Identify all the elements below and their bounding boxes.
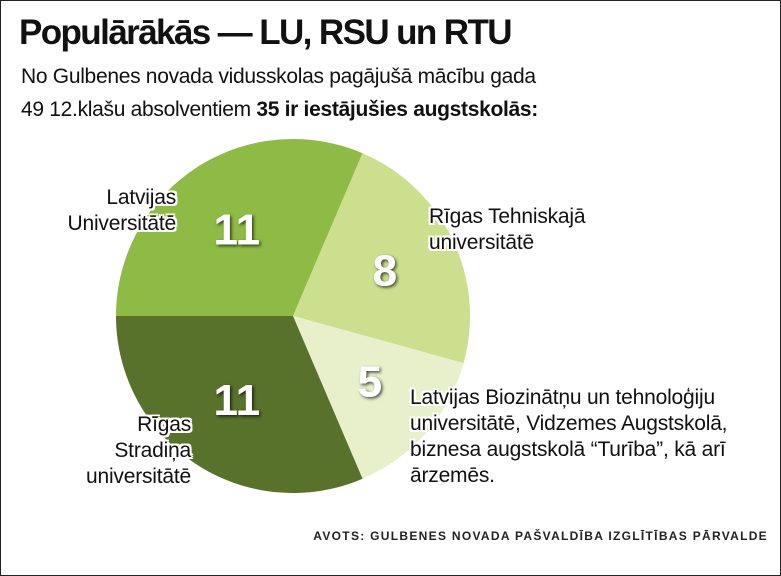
value-label: 8 (373, 246, 397, 295)
pie-slice (293, 316, 464, 479)
source: AVOTS: GULBENES NOVADA PAŠVALDĪBA IZGLĪT… (313, 529, 768, 543)
pie-slice (116, 139, 363, 316)
chart-title: Populārākās — LU, RSU un RTU (19, 13, 513, 52)
subtitle: No Gulbenes novada vidusskolas pagājušā … (21, 65, 536, 88)
pie-slice (293, 153, 470, 364)
subtitle-emphasis: 35 ir iestājušies augstskolās: (256, 98, 538, 121)
category-label: Latvijas Universitātē (67, 186, 177, 235)
category-label: Rīgas Stradiņa universitātē (86, 413, 191, 488)
value-label: 11 (214, 376, 261, 425)
value-label: 5 (358, 358, 382, 407)
subtitle-text: 49 12.klašu absolventiem (21, 98, 251, 121)
category-label: Latvijas Biozinātņu un tehnoloģiju unive… (410, 386, 728, 487)
value-label: 11 (214, 205, 261, 254)
pie-slice (116, 316, 363, 493)
category-label: Rīgas Tehniskajā universitātē (429, 205, 586, 254)
subtitle: 49 12.klašu absolventiem 35 ir iestājuši… (21, 98, 538, 122)
